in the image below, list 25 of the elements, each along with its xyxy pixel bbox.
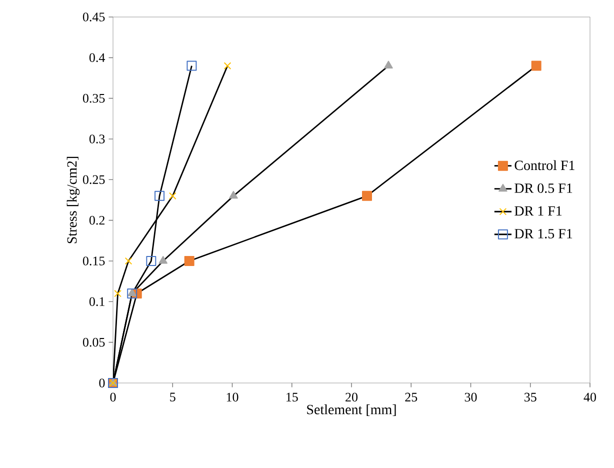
x-axis-title: Setlement [mm] <box>307 404 396 416</box>
y-tick-label: 0.4 <box>89 53 106 62</box>
x-tick-label: 15 <box>286 392 298 402</box>
x-tick-label: 35 <box>524 392 536 402</box>
legend-label: DR 1.5 F1 <box>514 228 572 238</box>
x-tick-label: 20 <box>346 392 358 402</box>
x-tick-label: 30 <box>464 392 477 402</box>
x-tick-label: 5 <box>170 392 176 402</box>
x-tick-label: 10 <box>226 392 238 402</box>
y-tick-label: 0.15 <box>82 256 105 266</box>
y-tick-label: 0.35 <box>82 94 105 103</box>
y-tick-label: 0 <box>99 378 105 388</box>
legend-label: Control F1 <box>514 160 574 170</box>
legend-label: DR 1 F1 <box>514 206 562 216</box>
x-tick-label: 0 <box>110 392 116 402</box>
y-tick-label: 0.45 <box>82 12 105 22</box>
x-tick-label: 40 <box>584 392 596 402</box>
y-tick-label: 0.2 <box>89 216 104 225</box>
x-tick-label: 25 <box>405 392 418 402</box>
y-axis-title: Stress [kg/cm2] <box>66 156 80 244</box>
y-tick-label: 0.1 <box>89 297 104 306</box>
legend-label: DR 0.5 F1 <box>514 183 572 193</box>
y-tick-label: 0.3 <box>89 134 105 144</box>
y-tick-label: 0.05 <box>82 338 105 347</box>
y-tick-label: 0.25 <box>82 175 105 184</box>
